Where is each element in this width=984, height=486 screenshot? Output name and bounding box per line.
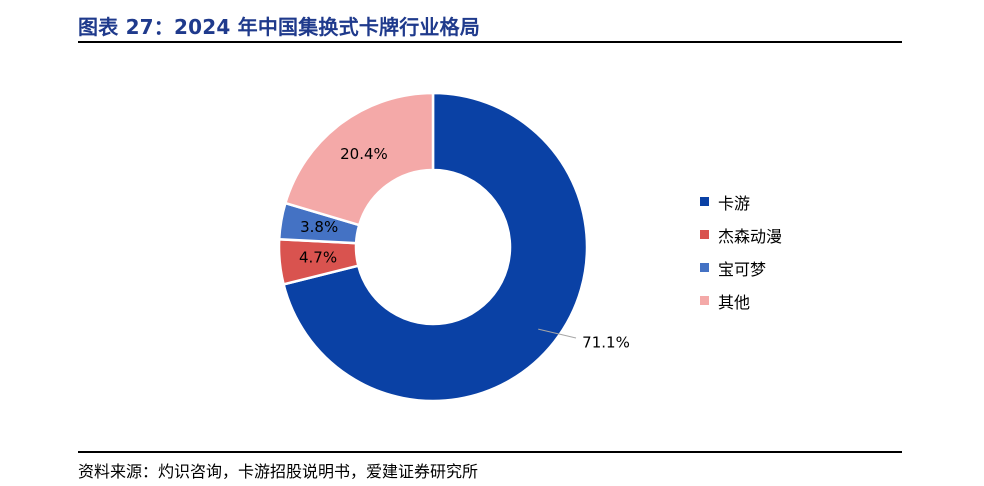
legend-item-other: 其他 (700, 284, 782, 317)
legend-swatch (700, 197, 709, 206)
slice-label-1: 4.7% (299, 249, 337, 267)
legend-item-pokemon: 宝可梦 (700, 251, 782, 284)
legend-label: 宝可梦 (718, 259, 767, 279)
source-divider (78, 451, 902, 453)
slice-label-2: 3.8% (300, 218, 338, 236)
chart-legend: 卡游 杰森动漫 宝可梦 其他 (700, 185, 782, 317)
legend-swatch (700, 230, 709, 239)
legend-item-kayou: 卡游 (700, 185, 782, 218)
title-divider (78, 41, 902, 43)
legend-item-jiesen: 杰森动漫 (700, 218, 782, 251)
legend-label: 卡游 (718, 193, 751, 213)
source-note: 资料来源：灼识咨询，卡游招股说明书，爱建证券研究所 (78, 462, 479, 481)
legend-label: 杰森动漫 (718, 226, 783, 246)
legend-swatch (700, 296, 709, 305)
chart-title: 图表 27：2024 年中国集换式卡牌行业格局 (78, 15, 481, 39)
slice-label-3: 20.4% (340, 145, 388, 163)
legend-swatch (700, 263, 709, 272)
slice-label-0: 71.1% (582, 334, 630, 352)
donut-slice-0 (282, 91, 589, 403)
leader-line-0 (538, 328, 577, 339)
legend-label: 其他 (718, 292, 751, 312)
donut-slice-3 (283, 91, 435, 227)
